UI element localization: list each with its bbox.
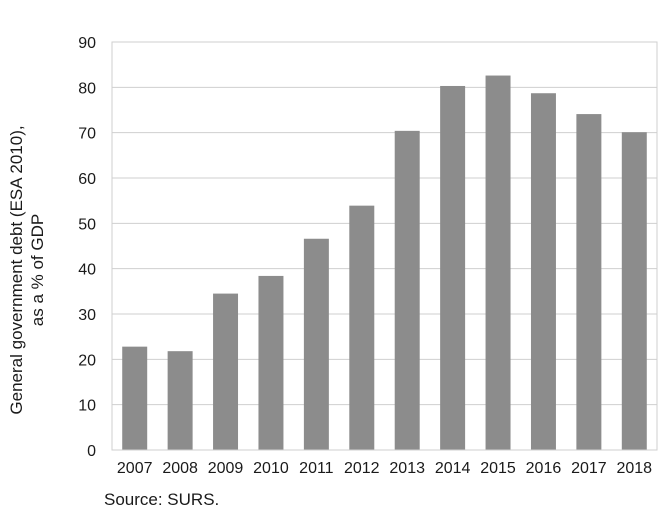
x-tick-label: 2014 [435, 460, 471, 477]
y-axis-title-line: General government debt (ESA 2010), [7, 125, 26, 414]
x-tick-label: 2009 [208, 460, 244, 477]
bar-2018 [621, 132, 647, 451]
x-tick-labels: 2007 2008 2009 2010 2011 2012 2013 2014 2015 2016… [117, 460, 652, 477]
bar-2013 [394, 130, 420, 450]
x-tick-label: 2013 [389, 460, 425, 477]
x-tick-label: 2018 [616, 460, 652, 477]
x-tick-label: 2016 [526, 460, 562, 477]
source-note: Source: SURS. [104, 490, 220, 509]
bar-2012 [349, 205, 375, 450]
plot-frame [111, 41, 658, 451]
y-tick-label: 10 [78, 398, 96, 415]
plot-border [111, 41, 658, 451]
bar-2008 [167, 351, 193, 450]
x-tick-label: 2008 [162, 460, 198, 477]
bar-2011 [303, 238, 329, 450]
bar-2017 [576, 114, 602, 450]
x-tick-label: 2011 [299, 460, 334, 477]
y-tick-label: 20 [78, 352, 96, 369]
bar-2009 [213, 293, 239, 450]
y-tick-label: 60 [78, 171, 96, 188]
y-axis-title-line: as a % of GDP [28, 214, 47, 326]
y-tick-labels: 0 10 20 30 40 50 60 70 80 90 [78, 35, 96, 460]
bar-2016 [530, 93, 556, 450]
x-tick-label: 2007 [117, 460, 153, 477]
bars [122, 75, 647, 451]
bar-2010 [258, 275, 284, 450]
y-tick-label: 70 [78, 126, 96, 143]
x-tick-label: 2017 [571, 460, 607, 477]
gridlines [112, 41, 657, 451]
y-tick-label: 40 [78, 262, 96, 279]
y-tick-label: 90 [78, 35, 96, 52]
x-tick-label: 2015 [480, 460, 516, 477]
bar-2015 [485, 75, 511, 451]
bar-2014 [440, 85, 466, 451]
x-tick-label: 2010 [253, 460, 289, 477]
y-tick-label: 80 [78, 80, 96, 97]
x-tick-label: 2012 [344, 460, 380, 477]
y-tick-label: 30 [78, 307, 96, 324]
y-tick-label: 50 [78, 216, 96, 233]
y-tick-label: 0 [87, 443, 96, 460]
y-axis-title: General government debt (ESA 2010), as a … [7, 125, 47, 414]
bar-2007 [122, 346, 148, 450]
